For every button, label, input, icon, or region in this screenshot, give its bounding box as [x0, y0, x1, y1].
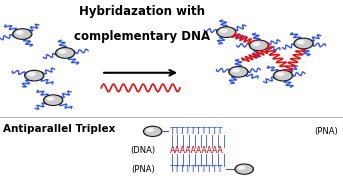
Text: AAAAAAAAAA: AAAAAAAAAA — [170, 146, 224, 155]
Circle shape — [229, 67, 248, 77]
Circle shape — [220, 28, 228, 33]
Circle shape — [274, 71, 292, 80]
Circle shape — [217, 27, 236, 37]
Circle shape — [235, 164, 253, 174]
Circle shape — [27, 72, 36, 76]
Text: Hybridazation with: Hybridazation with — [79, 5, 205, 18]
Circle shape — [58, 49, 67, 54]
Circle shape — [15, 30, 24, 35]
Circle shape — [57, 48, 74, 58]
Text: TTTTTTTTTT: TTTTTTTTTT — [170, 165, 224, 174]
Text: (PNA): (PNA) — [131, 165, 155, 174]
Text: complementary DNA: complementary DNA — [74, 30, 210, 43]
Circle shape — [295, 39, 312, 48]
Text: TTTTTTTTTT: TTTTTTTTTT — [170, 127, 224, 136]
Circle shape — [276, 72, 284, 76]
Circle shape — [236, 165, 252, 174]
Circle shape — [294, 38, 313, 49]
Circle shape — [252, 42, 260, 46]
Circle shape — [238, 166, 246, 170]
Circle shape — [56, 48, 75, 58]
Circle shape — [273, 70, 293, 81]
Circle shape — [143, 126, 162, 136]
Circle shape — [297, 40, 305, 44]
Circle shape — [13, 29, 32, 39]
Circle shape — [218, 27, 235, 37]
Circle shape — [232, 68, 240, 73]
Circle shape — [230, 67, 247, 77]
Circle shape — [144, 127, 161, 136]
Circle shape — [250, 41, 268, 50]
Text: (DNA): (DNA) — [130, 146, 155, 155]
Circle shape — [14, 29, 31, 39]
Circle shape — [26, 71, 43, 80]
Circle shape — [249, 40, 269, 51]
Circle shape — [44, 95, 63, 105]
Circle shape — [45, 95, 62, 105]
Text: (PNA): (PNA) — [314, 127, 338, 136]
Circle shape — [25, 70, 44, 81]
Text: Antiparallel Triplex: Antiparallel Triplex — [3, 124, 116, 134]
Circle shape — [146, 128, 154, 132]
Circle shape — [46, 96, 55, 101]
